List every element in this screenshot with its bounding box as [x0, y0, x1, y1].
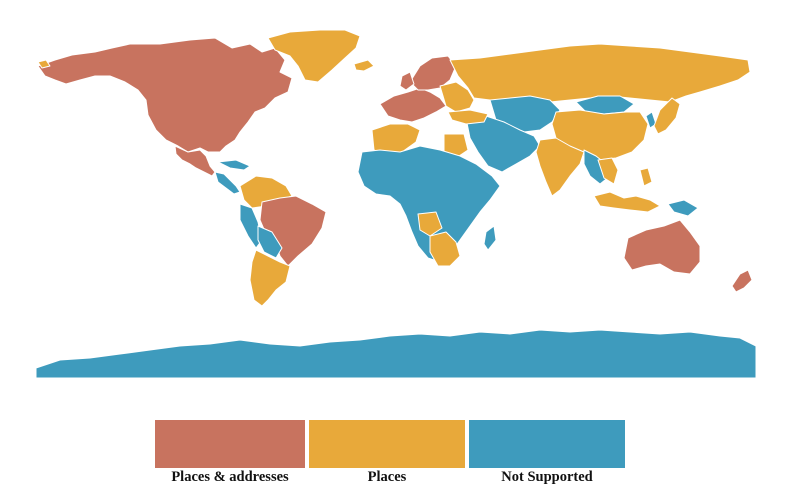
region-iceland[interactable] — [353, 59, 375, 72]
region-indochina[interactable] — [597, 157, 619, 185]
region-papua[interactable] — [667, 199, 699, 217]
region-caribbean[interactable] — [217, 159, 251, 171]
region-new-zealand[interactable] — [731, 269, 753, 293]
legend: Places & addresses Places Not Supported — [155, 420, 627, 490]
region-russia[interactable] — [449, 43, 751, 103]
region-indonesia[interactable] — [593, 191, 661, 213]
region-egypt[interactable] — [443, 133, 469, 159]
region-uk[interactable] — [399, 71, 415, 91]
region-turkey[interactable] — [447, 109, 489, 125]
legend-swatch-not-supported — [469, 420, 625, 468]
region-europe-west[interactable] — [379, 87, 447, 123]
legend-label-not-supported: Not Supported — [501, 469, 593, 485]
region-antarctica[interactable] — [35, 329, 757, 379]
region-south-america-west[interactable] — [239, 203, 263, 249]
region-bolivia[interactable] — [257, 225, 283, 259]
region-africa[interactable] — [357, 145, 501, 263]
legend-swatch-places-addresses — [155, 420, 305, 468]
region-central-america[interactable] — [214, 171, 241, 195]
region-arctic-island[interactable] — [37, 59, 51, 69]
region-southern-cone[interactable] — [249, 249, 291, 307]
region-australia[interactable] — [623, 219, 701, 275]
region-scandinavia[interactable] — [409, 55, 457, 91]
world-map — [35, 29, 757, 379]
region-madagascar[interactable] — [483, 225, 497, 251]
legend-label-places: Places — [367, 469, 407, 485]
region-middle-east[interactable] — [465, 115, 541, 173]
region-philippines[interactable] — [639, 167, 653, 187]
region-angola[interactable] — [417, 211, 443, 237]
region-mexico[interactable] — [174, 145, 216, 177]
legend-swatch-places — [309, 420, 465, 468]
legend-label-places-addresses: Places & addresses — [171, 469, 289, 485]
region-japan[interactable] — [653, 97, 681, 135]
region-southern-africa[interactable] — [429, 231, 461, 267]
region-greenland[interactable] — [267, 29, 361, 83]
region-india[interactable] — [535, 137, 585, 197]
region-eastern-europe[interactable] — [439, 81, 475, 113]
region-north-america[interactable] — [37, 37, 293, 153]
